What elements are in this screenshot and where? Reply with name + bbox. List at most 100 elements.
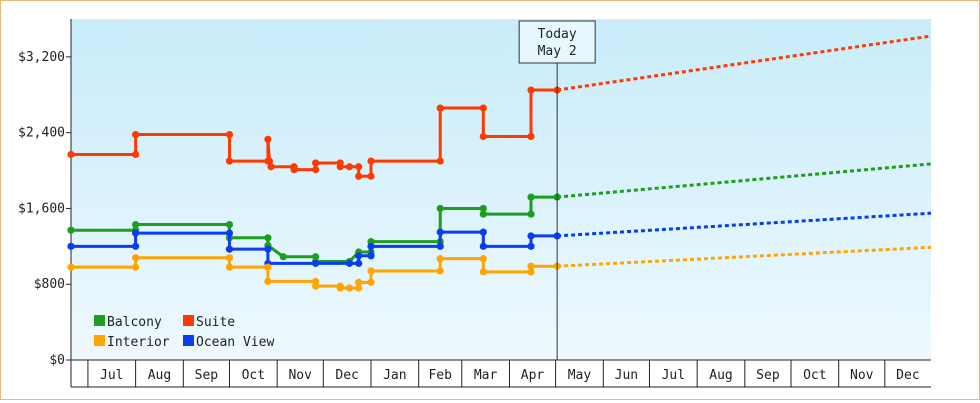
series-interior [67, 245, 932, 292]
data-point [355, 163, 363, 171]
data-point [479, 104, 487, 112]
legend-label: Ocean View [196, 335, 274, 350]
data-point [527, 242, 535, 250]
x-tick-label: Jun [615, 368, 638, 383]
y-tick-label: $2,400 [18, 126, 65, 141]
data-point [67, 150, 75, 159]
data-point [345, 163, 354, 171]
x-tick-label: Sep [756, 368, 780, 383]
x-tick-label: May [568, 368, 592, 383]
data-point [132, 229, 140, 237]
forecast-line [557, 245, 932, 268]
data-point [367, 252, 375, 260]
data-point [527, 210, 535, 218]
x-tick-label: Dec [335, 368, 358, 383]
data-point [436, 157, 444, 165]
data-point [355, 278, 363, 286]
data-point [527, 132, 535, 141]
data-point [479, 268, 487, 276]
series-suite [67, 34, 932, 180]
data-point [67, 263, 75, 271]
data-point [225, 220, 234, 229]
y-tick-label: $1,600 [18, 201, 65, 216]
data-point [312, 159, 320, 167]
data-point [290, 166, 298, 174]
legend-label: Interior [107, 335, 170, 350]
data-point [436, 242, 444, 250]
data-point [225, 229, 234, 237]
y-tick-label: $800 [34, 277, 65, 292]
legend-label: Suite [196, 315, 235, 330]
legend: Balcony Suite Interior Ocean View [94, 315, 274, 350]
data-point [367, 157, 375, 165]
data-point [132, 220, 140, 229]
data-point [355, 252, 363, 260]
x-tick-label: Feb [428, 368, 452, 383]
data-point [132, 130, 140, 139]
data-point [225, 263, 234, 271]
data-point [279, 253, 287, 261]
data-point [67, 226, 75, 234]
data-point [436, 255, 444, 263]
data-point [225, 245, 234, 253]
data-point [367, 242, 375, 250]
data-point [67, 242, 75, 250]
y-axis: $0 $800 $1,600 $2,400 $3,200 [18, 19, 72, 387]
x-tick-label: Jan [383, 368, 406, 383]
y-tick-label: $3,200 [18, 50, 65, 65]
today-date: May 2 [538, 44, 577, 59]
data-point [225, 254, 234, 262]
data-point [312, 166, 320, 174]
x-tick-label: Oct [803, 368, 826, 383]
x-tick-label: Jul [662, 368, 685, 383]
data-point [132, 263, 140, 271]
data-point [527, 193, 535, 201]
data-point [436, 267, 444, 275]
data-point [367, 278, 375, 286]
x-tick-label: Apr [521, 368, 545, 383]
x-tick-label: Aug [709, 368, 732, 383]
data-point [436, 204, 444, 213]
legend-swatch [94, 315, 105, 326]
data-point [355, 172, 363, 180]
x-tick-label: Mar [474, 368, 498, 383]
data-point [367, 172, 375, 180]
x-tick-label: Nov [850, 368, 874, 383]
legend-label: Balcony [107, 315, 162, 330]
series-layer [67, 34, 932, 292]
data-point [345, 284, 354, 292]
data-point [345, 259, 354, 267]
data-point [479, 255, 487, 263]
data-point [479, 204, 487, 213]
legend-swatch [183, 335, 194, 346]
data-point [132, 242, 140, 250]
data-point [355, 284, 363, 292]
data-point [479, 242, 487, 250]
data-point [527, 232, 535, 240]
data-point [225, 157, 234, 165]
data-point [225, 130, 234, 139]
y-tick-label: $0 [49, 353, 65, 368]
legend-swatch [183, 315, 194, 326]
data-point [527, 268, 535, 276]
data-point [264, 277, 272, 285]
data-point [336, 284, 344, 292]
data-point [367, 267, 375, 275]
x-tick-label: Jul [100, 368, 123, 383]
today-marker: Today May 2 [518, 20, 596, 360]
x-tick-label: Nov [288, 368, 312, 383]
data-point [265, 157, 274, 165]
data-point [479, 210, 487, 218]
data-point [527, 86, 535, 94]
data-point [479, 228, 487, 236]
x-tick-label: Aug [148, 368, 171, 383]
data-point [132, 254, 140, 262]
x-tick-label: Sep [195, 368, 219, 383]
data-point [264, 135, 272, 143]
data-point [312, 259, 320, 267]
data-point [436, 228, 444, 236]
data-point [264, 245, 272, 253]
data-point [355, 259, 363, 267]
